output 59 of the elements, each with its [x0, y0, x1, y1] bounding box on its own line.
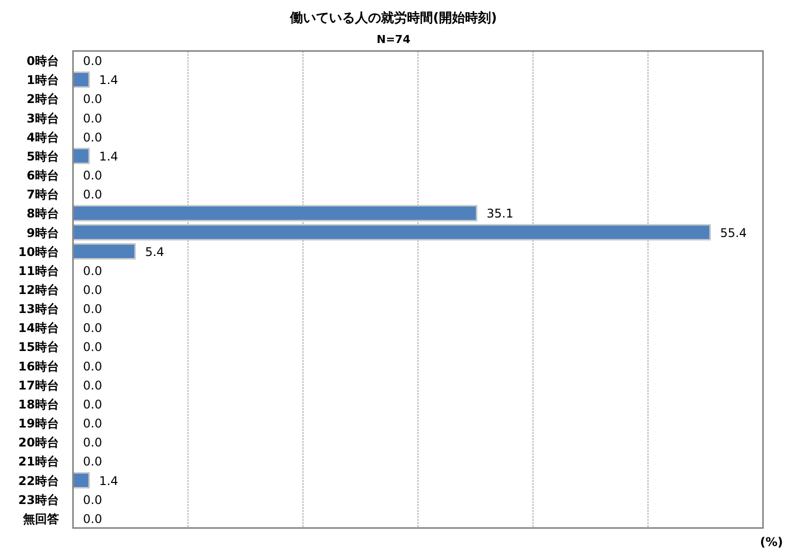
data-label: 5.4	[145, 244, 164, 259]
data-label: 0.0	[83, 188, 102, 202]
data-label: 0.0	[83, 454, 102, 469]
chart-subtitle: N=74	[376, 33, 411, 46]
y-tick-label: 4時台	[26, 130, 59, 144]
y-tick-label: 14時台	[18, 321, 59, 336]
y-tick-label: 15時台	[18, 340, 59, 354]
data-label: 0.0	[83, 130, 102, 144]
text: (%)	[760, 535, 783, 549]
data-label: 0.0	[83, 397, 102, 412]
y-tick-label: 13時台	[18, 302, 59, 316]
data-label: 0.0	[83, 512, 102, 526]
bar	[72, 243, 136, 260]
y-tick-label: 23時台	[18, 492, 59, 507]
bar	[72, 71, 90, 88]
data-label: 0.0	[83, 92, 102, 106]
data-label: 0.0	[83, 492, 102, 507]
y-tick-label: 17時台	[18, 378, 59, 392]
y-tick-label: 18時台	[18, 397, 59, 412]
data-label: 0.0	[83, 340, 102, 354]
bar	[72, 472, 90, 488]
chart-title: 働いている人の就労時間(開始時刻)	[289, 10, 497, 26]
bar	[72, 204, 478, 222]
data-label: 0.0	[83, 416, 102, 431]
y-tick-label: 7時台	[26, 188, 59, 202]
data-label: 0.0	[83, 378, 102, 392]
y-tick-label: 8時台	[26, 206, 59, 221]
y-tick-label: 無回答	[22, 512, 60, 526]
y-tick-label: 19時台	[18, 416, 59, 431]
data-label: 0.0	[83, 321, 102, 336]
y-tick-label: 21時台	[18, 454, 59, 469]
y-tick-label: 12時台	[18, 283, 59, 297]
data-label: 0.0	[83, 168, 102, 183]
bar	[72, 148, 90, 164]
data-label: 1.4	[99, 73, 118, 88]
y-tick-label: 2時台	[26, 92, 59, 106]
y-tick-label: 10時台	[18, 244, 59, 259]
y-tick-label: 20時台	[18, 436, 59, 450]
y-tick-label: 16時台	[18, 359, 59, 374]
bar	[72, 224, 711, 240]
data-label: 0.0	[83, 359, 102, 374]
data-label: 1.4	[99, 149, 118, 164]
y-tick-label: 11時台	[18, 264, 59, 278]
y-tick-label: 6時台	[26, 168, 59, 183]
data-label: 1.4	[99, 474, 118, 488]
y-tick-label: 3時台	[26, 111, 59, 126]
y-tick-label: 1時台	[26, 73, 59, 88]
data-label: 0.0	[83, 302, 102, 316]
data-label: 0.0	[83, 283, 102, 297]
y-tick-label: 0時台	[26, 54, 59, 68]
data-label: 0.0	[83, 264, 102, 278]
data-label: 55.4	[720, 226, 747, 240]
y-tick-label: 22時台	[18, 474, 59, 488]
data-label: 0.0	[83, 111, 102, 126]
data-label: 35.1	[486, 206, 514, 221]
y-tick-label: 9時台	[26, 226, 59, 240]
data-label: 0.0	[83, 436, 102, 450]
y-tick-label: 5時台	[26, 149, 59, 164]
data-label: 0.0	[83, 54, 102, 68]
